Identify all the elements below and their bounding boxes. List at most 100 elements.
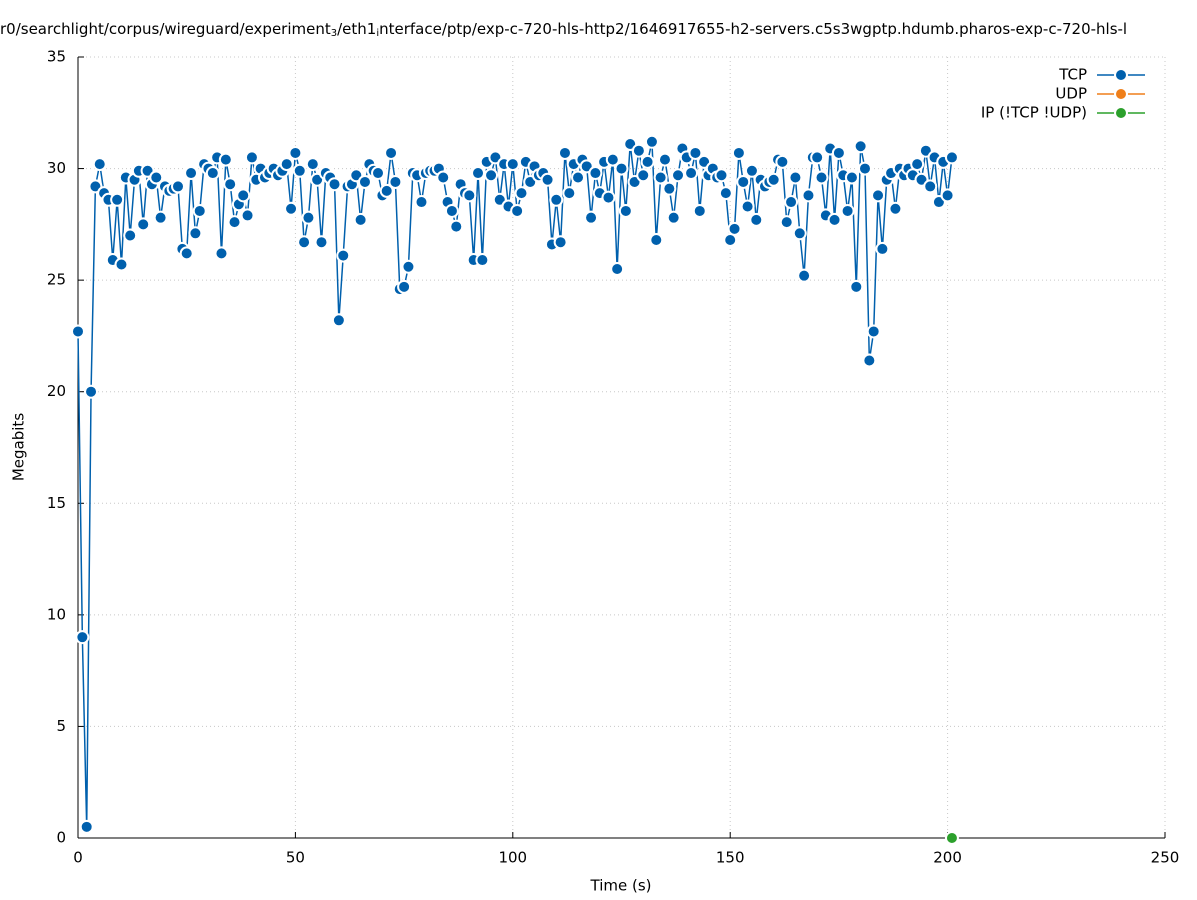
legend-marker bbox=[1114, 87, 1128, 101]
data-point bbox=[727, 221, 742, 236]
data-point bbox=[640, 154, 655, 169]
data-point bbox=[653, 170, 668, 185]
data-point bbox=[684, 166, 699, 181]
data-point bbox=[844, 170, 859, 185]
data-point bbox=[475, 253, 490, 268]
data-point bbox=[692, 203, 707, 218]
data-point bbox=[288, 145, 303, 160]
data-point bbox=[644, 134, 659, 149]
title-part: /eth1 bbox=[337, 20, 376, 38]
data-point bbox=[549, 192, 564, 207]
data-point bbox=[749, 212, 764, 227]
data-point bbox=[179, 246, 194, 261]
y-tick-label: 35 bbox=[47, 48, 66, 66]
data-point bbox=[449, 219, 464, 234]
data-point bbox=[205, 166, 220, 181]
data-point bbox=[384, 145, 399, 160]
legend-label: TCP bbox=[1058, 66, 1087, 84]
data-point bbox=[588, 166, 603, 181]
data-point bbox=[444, 203, 459, 218]
data-point bbox=[766, 172, 781, 187]
x-tick-label: 150 bbox=[716, 849, 745, 867]
data-point bbox=[436, 170, 451, 185]
data-point bbox=[505, 157, 520, 172]
data-point bbox=[584, 210, 599, 225]
data-point bbox=[327, 177, 342, 192]
x-tick-label: 50 bbox=[286, 849, 305, 867]
data-point bbox=[553, 235, 568, 250]
data-point bbox=[331, 313, 346, 328]
data-point bbox=[571, 170, 586, 185]
y-tick-label: 0 bbox=[56, 829, 66, 847]
data-point bbox=[227, 215, 242, 230]
data-point bbox=[662, 181, 677, 196]
data-point bbox=[605, 152, 620, 167]
data-point bbox=[84, 384, 99, 399]
data-point bbox=[775, 154, 790, 169]
data-point bbox=[636, 168, 651, 183]
data-point bbox=[114, 257, 129, 272]
data-point bbox=[671, 168, 686, 183]
data-point bbox=[862, 353, 877, 368]
data-point bbox=[810, 150, 825, 165]
data-point bbox=[788, 170, 803, 185]
data-point bbox=[218, 152, 233, 167]
data-point bbox=[79, 819, 94, 834]
data-point bbox=[797, 268, 812, 283]
data-point bbox=[849, 279, 864, 294]
y-tick-label: 15 bbox=[47, 494, 66, 512]
data-point bbox=[397, 279, 412, 294]
data-point bbox=[814, 170, 829, 185]
data-point bbox=[92, 157, 107, 172]
y-tick-label: 30 bbox=[47, 159, 66, 177]
data-point bbox=[305, 157, 320, 172]
data-point bbox=[614, 161, 629, 176]
data-point bbox=[71, 324, 85, 339]
x-tick-label: 200 bbox=[933, 849, 962, 867]
data-point bbox=[792, 226, 807, 241]
data-point bbox=[871, 188, 886, 203]
data-point bbox=[657, 152, 672, 167]
title-part: nterface/ptp/exp-c-720-hls-http2/1646917… bbox=[379, 20, 1127, 38]
y-tick-label: 20 bbox=[47, 382, 66, 400]
legend-label: UDP bbox=[1055, 85, 1087, 103]
data-point bbox=[562, 186, 577, 201]
data-point bbox=[827, 212, 842, 227]
y-axis-label: Megabits bbox=[10, 413, 28, 481]
data-point bbox=[223, 177, 238, 192]
data-point bbox=[866, 324, 881, 339]
chart-title: r0/searchlight/corpus/wireguard/experime… bbox=[0, 20, 1127, 40]
legend-marker bbox=[1114, 106, 1128, 120]
data-point bbox=[292, 163, 307, 178]
data-point bbox=[610, 261, 625, 276]
data-point bbox=[910, 157, 925, 172]
data-point bbox=[840, 203, 855, 218]
series-line bbox=[77, 141, 953, 827]
data-point bbox=[718, 186, 733, 201]
data-point bbox=[779, 215, 794, 230]
data-point bbox=[736, 174, 751, 189]
data-point bbox=[149, 170, 164, 185]
data-point bbox=[510, 203, 525, 218]
data-point bbox=[192, 203, 207, 218]
data-point bbox=[744, 163, 759, 178]
data-point bbox=[875, 241, 890, 256]
data-point bbox=[153, 210, 168, 225]
data-point bbox=[831, 145, 846, 160]
data-point bbox=[471, 166, 486, 181]
data-point bbox=[649, 232, 664, 247]
data-point bbox=[371, 166, 386, 181]
data-point bbox=[171, 179, 186, 194]
data-point bbox=[731, 145, 746, 160]
data-point bbox=[784, 195, 799, 210]
data-point bbox=[714, 168, 729, 183]
data-point bbox=[801, 188, 816, 203]
data-point bbox=[740, 199, 755, 214]
data-point bbox=[136, 217, 151, 232]
data-point bbox=[462, 188, 477, 203]
data-point bbox=[923, 179, 938, 194]
x-axis-label: Time (s) bbox=[590, 877, 652, 895]
data-point bbox=[557, 145, 572, 160]
x-tick-label: 0 bbox=[73, 849, 83, 867]
data-point bbox=[214, 246, 229, 261]
